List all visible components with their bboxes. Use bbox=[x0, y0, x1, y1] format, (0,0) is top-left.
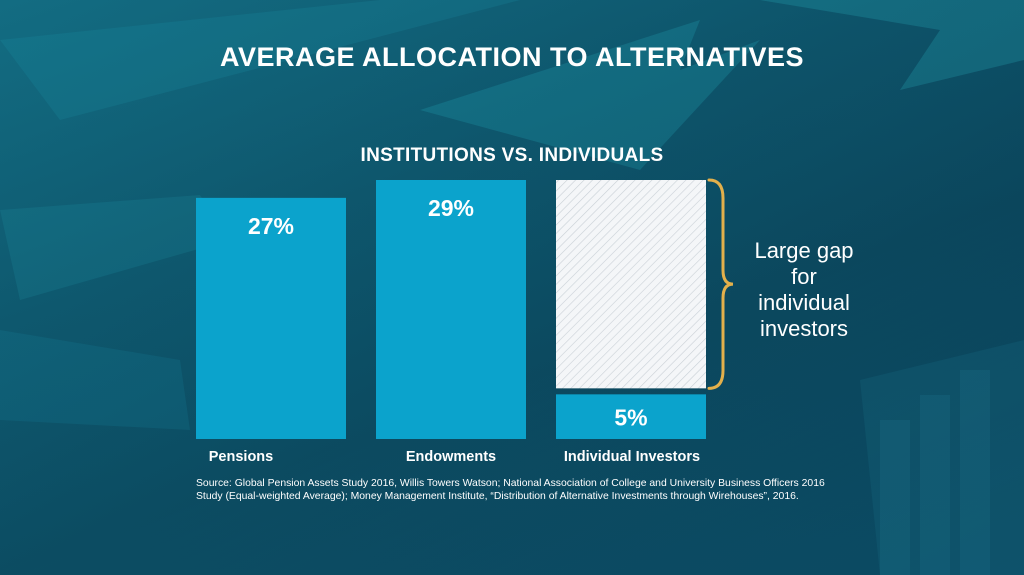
gap-hatch-area bbox=[556, 180, 706, 389]
gap-annotation: Large gap for individual investors bbox=[754, 238, 854, 341]
data-label-individual-investors: 5% bbox=[614, 405, 647, 431]
bar-individual-investors bbox=[556, 394, 706, 439]
category-label-endowments: Endowments bbox=[406, 449, 496, 465]
bar-endowments bbox=[376, 180, 526, 439]
category-label-pensions: Pensions bbox=[209, 449, 273, 465]
category-label-individual-investors: Individual Investors bbox=[564, 449, 700, 465]
bar-pensions bbox=[196, 197, 346, 439]
source-text: Global Pension Assets Study 2016, Willis… bbox=[196, 478, 825, 502]
data-label-pensions: 27% bbox=[248, 213, 294, 239]
gap-bracket bbox=[707, 178, 734, 390]
page-title: AVERAGE ALLOCATION TO ALTERNATIVES bbox=[220, 42, 804, 72]
chart-subtitle: INSTITUTIONS VS. INDIVIDUALS bbox=[360, 145, 664, 166]
source-label: Source: bbox=[196, 478, 232, 489]
data-label-endowments: 29% bbox=[428, 195, 474, 221]
source-note: Source: Global Pension Assets Study 2016… bbox=[196, 477, 836, 503]
